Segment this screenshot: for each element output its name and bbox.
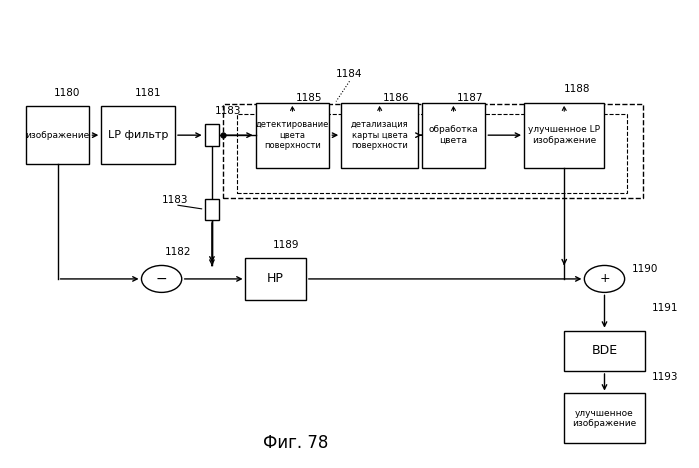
Text: улучшенное LP
изображение: улучшенное LP изображение	[528, 125, 600, 145]
Text: изображение: изображение	[25, 131, 89, 139]
Bar	[245, 257, 306, 300]
Text: 1190: 1190	[631, 264, 658, 274]
Bar	[341, 102, 418, 168]
Bar	[564, 330, 644, 371]
Text: BDE: BDE	[591, 344, 617, 357]
Bar	[238, 114, 626, 193]
Text: 1182: 1182	[165, 248, 192, 257]
Text: 1187: 1187	[457, 93, 484, 103]
Text: 1189: 1189	[273, 240, 299, 249]
Bar	[224, 104, 643, 198]
Text: −: −	[156, 272, 168, 286]
Bar	[26, 106, 89, 164]
Text: +: +	[599, 272, 610, 285]
Text: детектирование
цвета
поверхности: детектирование цвета поверхности	[256, 120, 329, 150]
Bar	[205, 124, 219, 146]
Bar	[421, 102, 485, 168]
Text: LP фильтр: LP фильтр	[108, 130, 168, 140]
Text: Фиг. 78: Фиг. 78	[263, 434, 329, 452]
Circle shape	[141, 265, 182, 292]
Text: 1193: 1193	[651, 372, 678, 382]
Text: 1188: 1188	[564, 85, 591, 95]
Text: HP: HP	[267, 272, 284, 285]
Text: 1183: 1183	[215, 106, 242, 116]
Text: 1185: 1185	[296, 93, 322, 103]
Text: 1181: 1181	[135, 88, 161, 98]
Bar	[205, 198, 219, 220]
Text: 1183: 1183	[161, 195, 188, 205]
Text: 1186: 1186	[383, 93, 410, 103]
Bar	[256, 102, 329, 168]
Text: 1191: 1191	[651, 303, 678, 313]
Text: детализация
карты цвета
поверхности: детализация карты цвета поверхности	[351, 120, 408, 150]
Text: 1180: 1180	[55, 88, 80, 98]
Text: обработка
цвета: обработка цвета	[428, 125, 478, 145]
Circle shape	[584, 265, 625, 292]
Bar	[101, 106, 175, 164]
Text: 1184: 1184	[336, 69, 363, 79]
Bar	[524, 102, 605, 168]
Bar	[564, 394, 644, 443]
Text: улучшенное
изображение: улучшенное изображение	[572, 409, 637, 428]
